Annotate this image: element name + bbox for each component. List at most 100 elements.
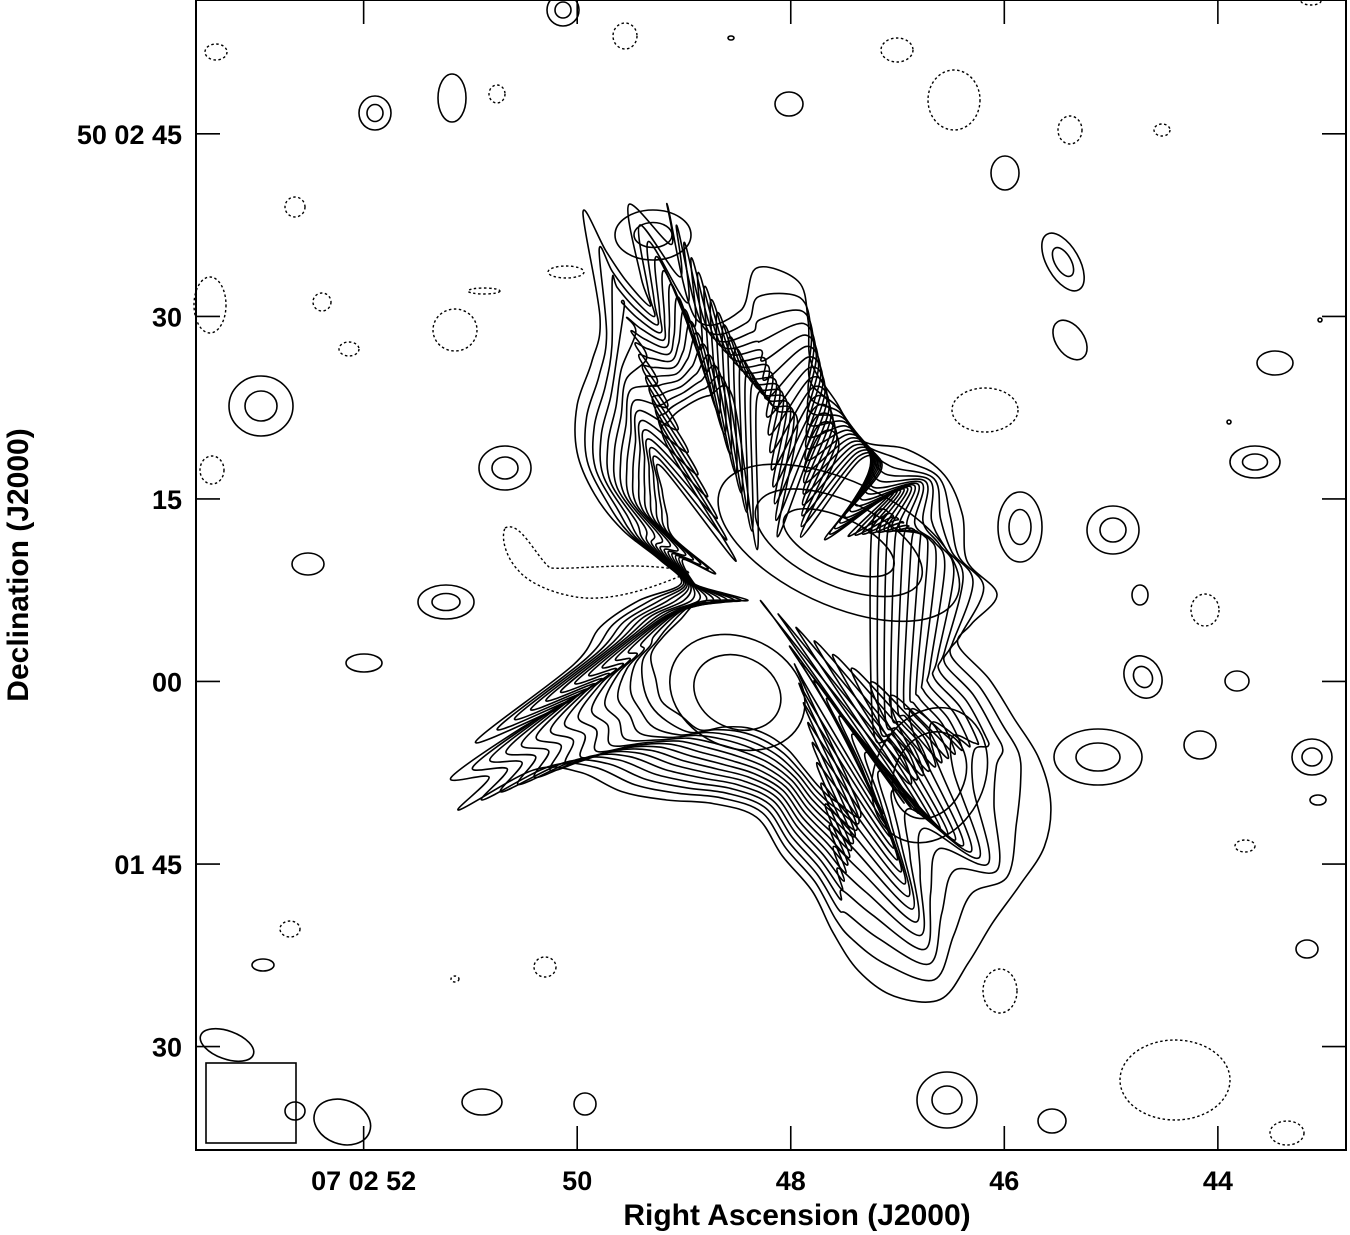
noise-contour-positive	[199, 1027, 255, 1063]
noise-contour-positive	[345, 653, 383, 673]
noise-contour-negative	[1119, 1039, 1231, 1121]
noise-contour-positive	[1053, 728, 1143, 786]
noise-contour-inner	[931, 1085, 963, 1115]
y-tick-label-4: 01 45	[114, 850, 182, 880]
noise-contour-negative	[338, 341, 360, 357]
noise-contour-inner	[1241, 453, 1269, 471]
noise-contour-negative	[312, 292, 332, 312]
source-contour-8	[577, 320, 950, 885]
noise-contour-positive	[478, 445, 532, 491]
noise-contour-inner	[491, 456, 519, 480]
y-tick-label-0: 50 02 45	[77, 120, 182, 150]
y-tick-label-1: 30	[152, 302, 182, 332]
noise-contour-negative	[488, 84, 506, 104]
noise-contour-positive	[1256, 350, 1294, 376]
noise-contour-positive	[1229, 445, 1281, 479]
noise-contour-positive	[1183, 730, 1217, 760]
x-tick-label-1: 50	[562, 1166, 592, 1196]
noise-contour-positive	[1131, 584, 1149, 606]
noise-contour-negative	[284, 196, 306, 218]
noise-contour-inner	[366, 103, 384, 123]
plot-frame	[195, 0, 1347, 1151]
noise-contour-inner	[633, 221, 673, 249]
y-tick-label-5: 30	[152, 1033, 182, 1063]
noise-contour-positive	[1052, 319, 1088, 361]
noise-contour-positive	[614, 209, 692, 261]
noise-contour-positive	[1317, 317, 1323, 323]
noise-contour-positive	[1226, 419, 1232, 425]
y-tick-label-2: 15	[152, 485, 182, 515]
x-tick-label-0: 07 02 52	[311, 1166, 416, 1196]
peak-0-contour-0	[717, 463, 961, 623]
noise-contour-inner	[1099, 517, 1127, 543]
noise-contour-inner	[1008, 508, 1032, 546]
peak-2-contour-0	[870, 706, 989, 844]
noise-contour-positive	[417, 584, 475, 620]
noise-contour-positive	[573, 1092, 597, 1116]
source-contour-13	[640, 374, 919, 826]
noise-contour-negative	[612, 22, 638, 50]
noise-contour-negative	[547, 265, 585, 279]
noise-contour-positive	[461, 1088, 503, 1116]
noise-contour-positive	[990, 155, 1020, 191]
source-contour-2	[489, 240, 1004, 966]
noise-contour-positive	[546, 0, 580, 27]
noise-contour-positive	[1086, 505, 1140, 555]
noise-contour-inner	[1075, 742, 1121, 772]
noise-contour-negative	[1057, 115, 1083, 145]
x-tick-label-2: 48	[776, 1166, 806, 1196]
y-tick-label-3: 00	[152, 667, 182, 697]
tick-layer: 07 02 52 50 48 46 44 50 02 45 30 15 00 01 45 30	[77, 0, 1346, 1196]
noise-contour-inner	[431, 592, 461, 612]
noise-contour-inner	[1301, 747, 1323, 767]
noise-contour-negative	[1153, 123, 1171, 137]
noise-contour-positive	[1041, 232, 1085, 292]
noise-contour-negative	[204, 43, 228, 61]
negative-trough-contour	[502, 526, 693, 599]
noise-contour-inner	[1132, 665, 1154, 689]
noise-contour-positive	[916, 1071, 978, 1129]
noise-contour-positive	[251, 958, 275, 972]
source-contour-6	[549, 296, 965, 910]
source-contour-9	[590, 332, 943, 873]
source-contour-4	[520, 270, 982, 937]
noise-contour-negative	[927, 69, 981, 131]
source-contour-7	[563, 308, 957, 898]
noise-contour-positive	[228, 375, 294, 437]
noise-contour-positive	[437, 73, 467, 123]
noise-contour-negative	[951, 387, 1019, 433]
noise-contour-inner	[554, 1, 572, 19]
beam-box	[205, 1062, 297, 1144]
noise-contour-negative	[982, 968, 1018, 1014]
peak-2-contour-1	[891, 731, 968, 820]
noise-contour-positive	[1295, 939, 1319, 959]
noise-contour-positive	[284, 1101, 306, 1121]
noise-contour-positive	[1291, 738, 1333, 776]
x-tick-label-3: 46	[989, 1166, 1019, 1196]
peak-1-contour-0	[668, 633, 806, 752]
beam-ellipse	[313, 1098, 372, 1146]
source-contour-3	[505, 255, 991, 951]
noise-contour-negative	[1269, 1120, 1305, 1146]
noise-contour-negative	[432, 308, 478, 352]
source-contour-10	[603, 343, 937, 861]
noise-contour-positive	[1309, 794, 1327, 806]
noise-contour-positive	[727, 35, 735, 41]
noise-contour-positive	[1123, 655, 1163, 699]
peak-0-contour-2	[782, 507, 895, 578]
noise-contour-positive	[358, 95, 392, 131]
noise-contour-positive	[997, 491, 1043, 563]
noise-contour-positive	[291, 552, 325, 576]
peak-0-contour-1	[754, 488, 924, 598]
peak-1-contour-1	[693, 653, 782, 731]
noise-contour-positive	[774, 91, 804, 117]
noise-contour-negative	[1234, 839, 1256, 853]
y-axis-title: Declination (J2000)	[2, 428, 35, 701]
x-axis-title: Right Ascension (J2000)	[623, 1199, 970, 1232]
noise-contour-negative	[533, 956, 557, 978]
noise-contour-positive	[1037, 1108, 1067, 1134]
noise-contour-negative	[880, 37, 914, 63]
noise-contour-inner	[1051, 246, 1075, 278]
noise-contour-negative	[1190, 593, 1220, 627]
